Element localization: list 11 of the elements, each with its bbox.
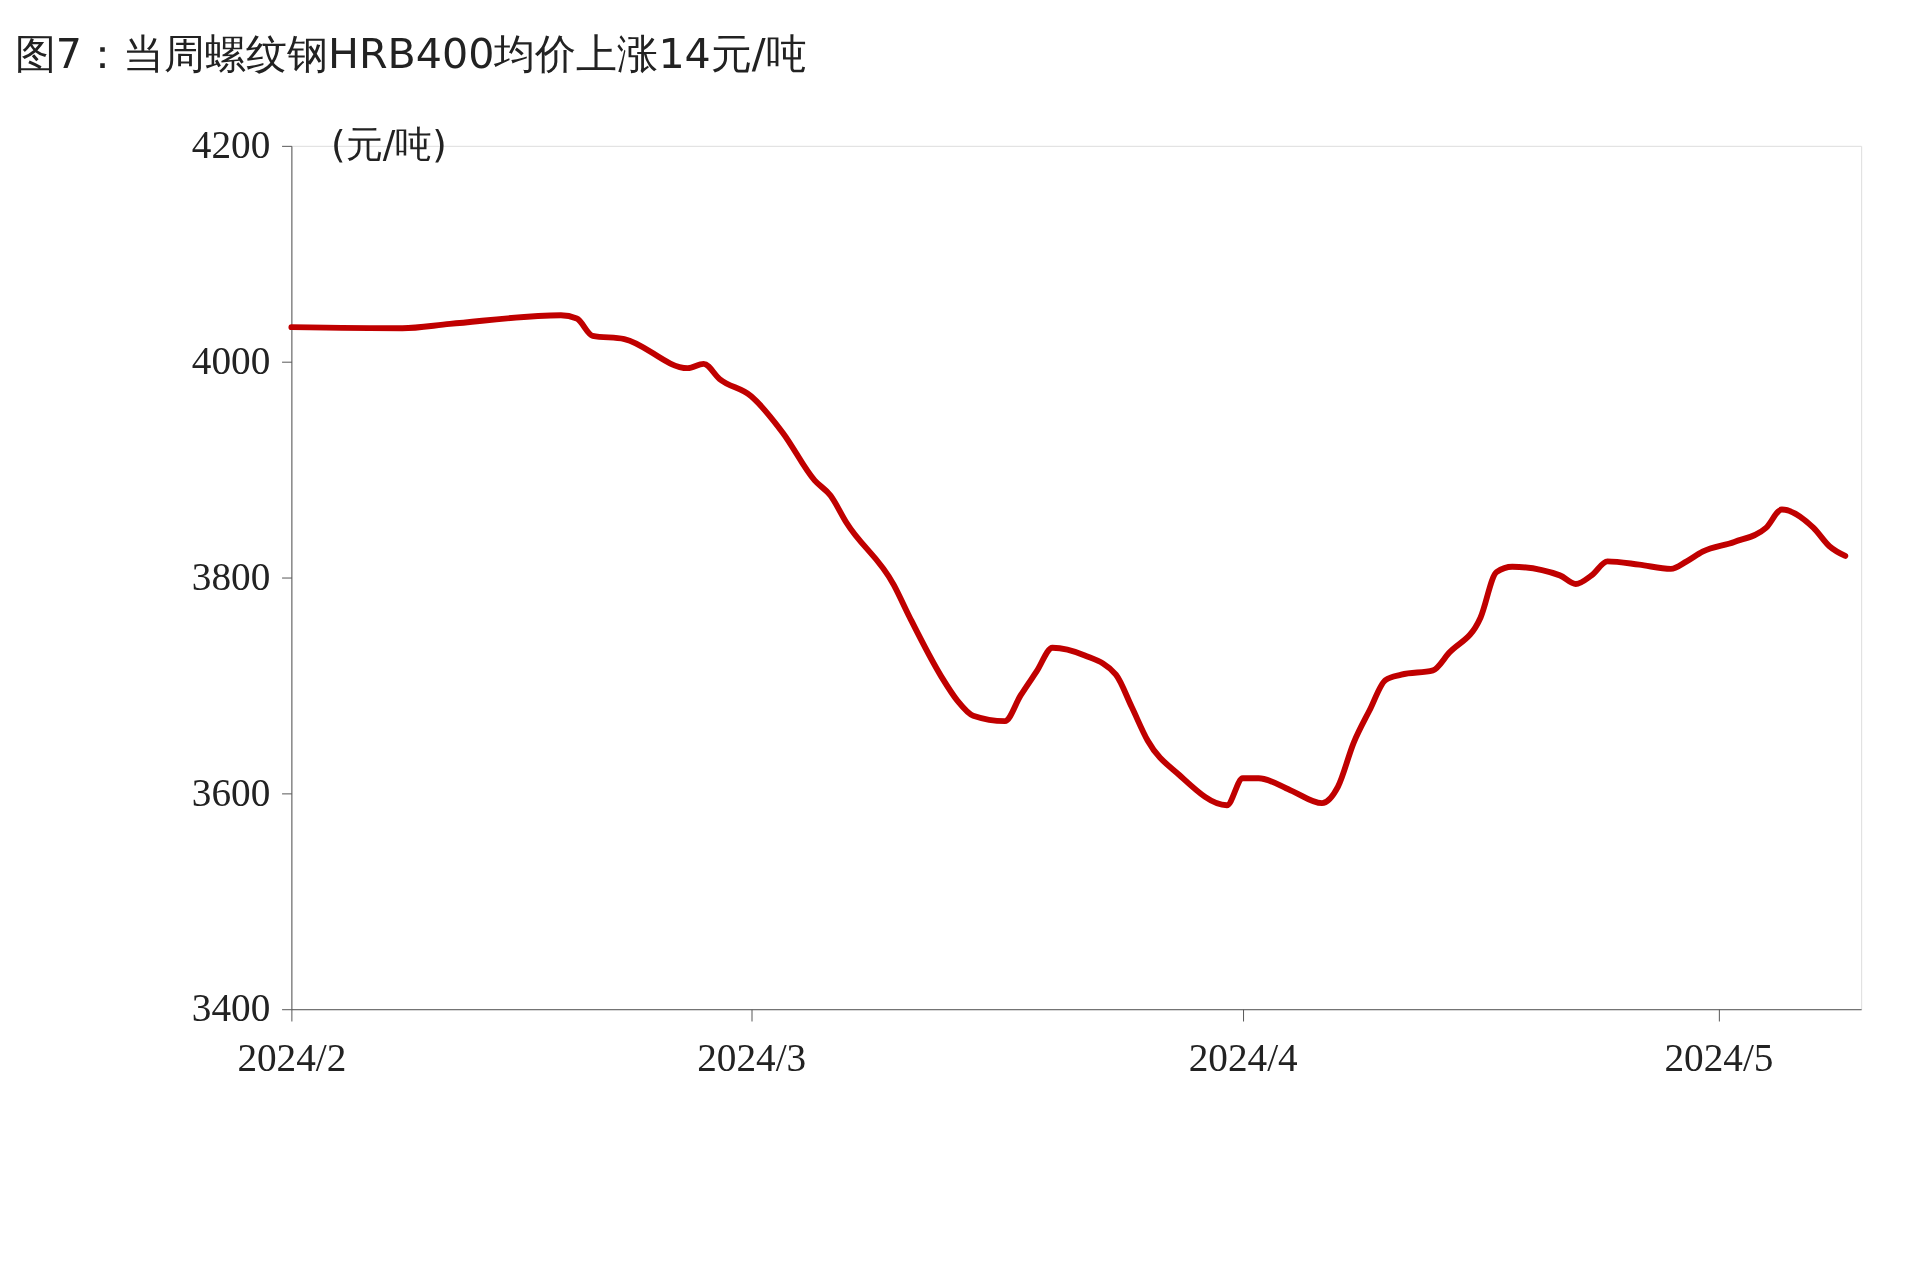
chart-title: 图7：当周螺纹钢HRB400均价上涨14元/吨 (14, 30, 807, 79)
y-tick-label: 3400 (191, 986, 271, 1030)
y-tick-label: 4000 (191, 338, 271, 382)
x-tick-label: 2024/4 (1188, 1035, 1298, 1079)
y-axis-title: (元/吨) (331, 122, 447, 167)
y-tick-label: 4200 (191, 123, 271, 167)
x-tick-label: 2024/3 (697, 1035, 807, 1079)
y-tick-label: 3600 (191, 770, 271, 814)
x-tick-label: 2024/2 (237, 1035, 347, 1079)
y-tick-label: 3800 (191, 554, 271, 598)
x-tick-label: 2024/5 (1664, 1035, 1774, 1079)
